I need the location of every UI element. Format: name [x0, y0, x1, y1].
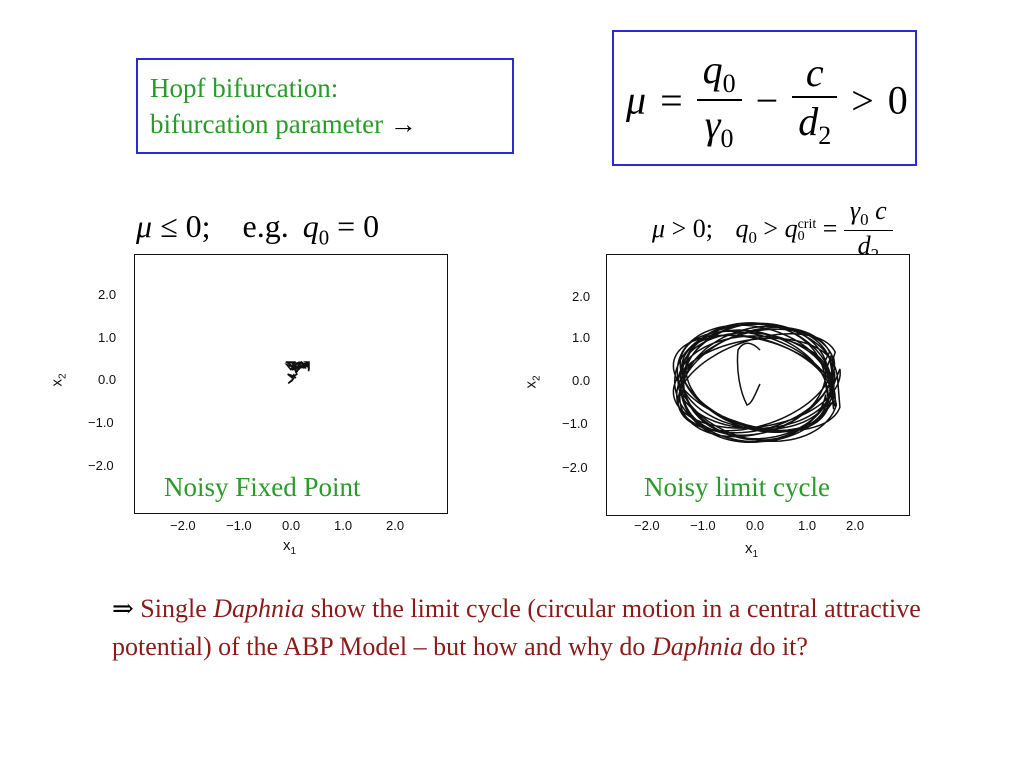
hopf-line1: Hopf bifurcation:	[150, 73, 339, 103]
q-var: q	[302, 208, 319, 244]
crit-sup: crit	[797, 216, 817, 232]
gamma-sub: 0	[860, 210, 869, 230]
leq-sign: ≤	[160, 208, 178, 244]
hopf-box: Hopf bifurcation: bifurcation parameter …	[136, 58, 514, 154]
x-axis-var: x	[745, 540, 753, 557]
frac1-den: γ0	[697, 101, 742, 154]
greater-sign: >	[851, 77, 874, 123]
x-tick-label: 0.0	[282, 518, 301, 533]
zero-value: 0	[887, 77, 908, 123]
gt-sign: >	[671, 213, 687, 243]
zero-value: 0	[185, 208, 202, 244]
x-axis-var: x	[283, 537, 291, 554]
main-formula: μ = q0 γ0 − c d2 > 0	[626, 46, 908, 154]
daphnia-italic-1: Daphnia	[213, 594, 305, 623]
mu-symbol: μ	[626, 77, 647, 123]
x-tick-label: 1.0	[798, 518, 817, 533]
y-tick-label: 0.0	[572, 373, 591, 388]
x-tick-label: −2.0	[170, 518, 196, 533]
y-tick-label: 0.0	[98, 372, 117, 387]
minus-sign: −	[755, 77, 779, 123]
x-axis-sub: 1	[290, 546, 297, 557]
q-sub: 0	[722, 69, 736, 98]
gamma-var: γ	[704, 102, 721, 147]
conclusion-text: ⇒ Single Daphnia show the limit cycle (c…	[112, 590, 942, 666]
q-var: q	[702, 47, 723, 92]
d-var: d	[857, 231, 871, 261]
plot-right-caption: Noisy limit cycle	[644, 472, 830, 503]
hopf-text: Hopf bifurcation: bifurcation parameter …	[150, 70, 417, 142]
y-tick-label: −1.0	[562, 416, 588, 431]
x-tick-label: 2.0	[846, 518, 865, 533]
plot-left-frame	[134, 254, 448, 514]
right-arrow-icon: →	[389, 109, 417, 139]
x-tick-label: −1.0	[226, 518, 252, 533]
implies-arrow-icon: ⇒	[112, 594, 134, 623]
equals-sign: =	[337, 208, 356, 244]
y-tick-label: −2.0	[88, 458, 114, 473]
fraction-q-gamma: q0 γ0	[696, 46, 742, 154]
cond-right-lhs: μ > 0; q0 > q crit 0 =	[652, 213, 844, 247]
x-axis-sub: 1	[752, 549, 759, 560]
gamma-var: γ	[849, 196, 861, 225]
x-axis-label: x1	[283, 537, 296, 557]
y-tick-label: −2.0	[562, 460, 588, 475]
condition-left: μ ≤ 0; e.g. q0 = 0	[136, 208, 379, 250]
conclusion-part1: Single	[133, 594, 214, 623]
frac3-num: γ0 c	[843, 196, 893, 232]
zero-value: 0;	[692, 213, 713, 243]
x-tick-label: 0.0	[746, 518, 765, 533]
fraction-c-d: c d2	[792, 49, 838, 151]
q-crit-sub: 0	[797, 228, 805, 244]
x-tick-label: −1.0	[690, 518, 716, 533]
c-var: c	[875, 196, 887, 225]
q-crit-var: q	[784, 213, 798, 243]
mu-symbol: μ	[652, 213, 666, 243]
q-sub: 0	[318, 226, 330, 250]
conclusion-part2: show the limit cycle (circular motion in…	[112, 594, 921, 661]
eg-text: e.g.	[242, 208, 289, 244]
y-tick-label: −1.0	[88, 415, 114, 430]
gamma-sub: 0	[720, 124, 734, 153]
x-tick-label: 2.0	[386, 518, 405, 533]
x-axis-label: x1	[745, 540, 758, 560]
mu-symbol: μ	[136, 208, 153, 244]
semicolon: ;	[201, 208, 211, 244]
plot-left-caption: Noisy Fixed Point	[164, 472, 361, 503]
frac2-num: c	[792, 49, 838, 98]
conclusion-part3: do it?	[742, 632, 808, 661]
y-tick-label: 1.0	[572, 330, 591, 345]
d-var: d	[798, 99, 819, 144]
daphnia-italic-2: Daphnia	[651, 632, 743, 661]
gt-sign-2: >	[763, 213, 779, 243]
x-tick-label: 1.0	[334, 518, 353, 533]
q-sub: 0	[748, 227, 757, 247]
hopf-line2: bifurcation parameter	[150, 109, 384, 139]
equals-sign: =	[660, 77, 683, 123]
x-tick-label: −2.0	[634, 518, 660, 533]
zero-value-2: 0	[363, 208, 380, 244]
q-var: q	[735, 213, 749, 243]
frac1-num: q0	[696, 46, 742, 101]
y-tick-label: 2.0	[98, 287, 117, 302]
equals-sign: =	[822, 213, 838, 243]
y-tick-label: 1.0	[98, 330, 117, 345]
hopf-line2-wrap: bifurcation parameter →	[150, 106, 417, 142]
d-sub: 2	[818, 121, 832, 150]
formula-box: μ = q0 γ0 − c d2 > 0	[612, 30, 917, 166]
c-var: c	[805, 50, 824, 95]
frac2-den: d2	[792, 98, 837, 151]
q-crit-indices: crit 0	[797, 216, 817, 244]
y-tick-label: 2.0	[572, 289, 591, 304]
